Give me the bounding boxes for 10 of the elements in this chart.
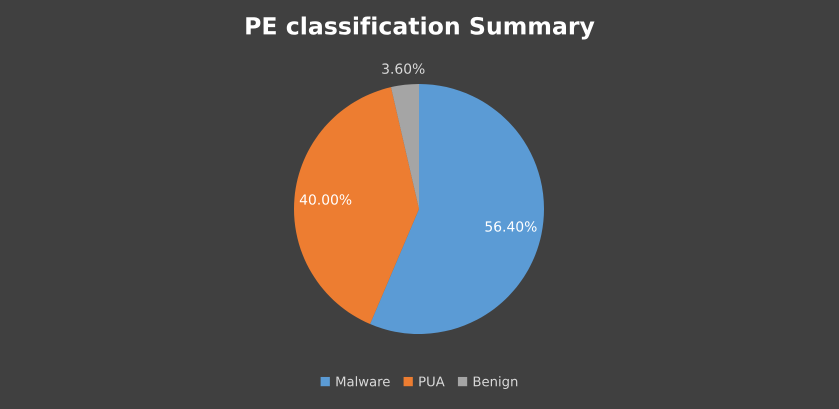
pie-slice — [370, 84, 544, 334]
chart-title: PE classification Summary — [246, 16, 594, 40]
data-label: 3.60% — [382, 63, 424, 74]
legend-label: PUA — [419, 376, 445, 386]
pie-slice — [294, 87, 419, 324]
data-label: 40.00% — [300, 194, 352, 205]
legend-label: Malware — [336, 376, 390, 386]
pie-slice — [390, 84, 419, 209]
legend-label: Benign — [474, 376, 518, 389]
data-label: 56.40% — [485, 221, 537, 232]
